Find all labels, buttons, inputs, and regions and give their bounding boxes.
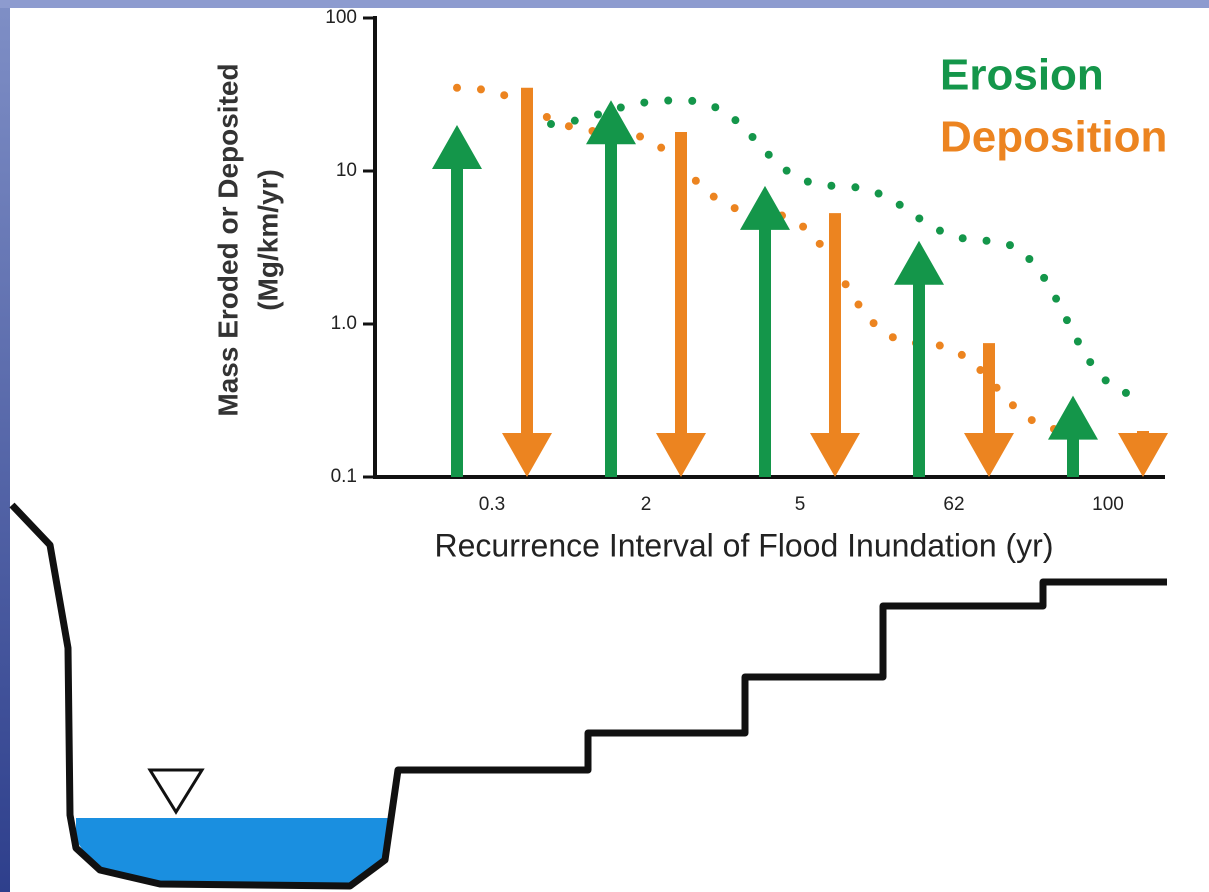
y-axis-units: (Mg/km/yr) [252, 169, 283, 311]
x-axis-label: Recurrence Interval of Flood Inundation … [435, 527, 1054, 563]
x-tick-label: 100 [1092, 494, 1124, 515]
x-tick-label: 62 [943, 494, 964, 515]
deposition-arrow [964, 343, 1014, 477]
x-tick-label: 5 [795, 494, 806, 515]
deposition-arrow [656, 131, 706, 478]
erosion-arrow [740, 185, 790, 478]
deposition-arrow [810, 213, 860, 477]
erosion-arrow [894, 240, 944, 477]
x-tick-label: 0.3 [479, 494, 505, 515]
water-level-symbol [147, 768, 205, 815]
deposition-arrow [1118, 430, 1168, 477]
legend-entry: Erosion [940, 51, 1104, 100]
deposition-arrow [502, 87, 552, 477]
erosion-arrow [432, 124, 482, 477]
erosion-arrow [1048, 395, 1098, 477]
x-tick-label: 2 [641, 494, 652, 515]
y-tick-label: 1.0 [331, 313, 357, 334]
water [76, 818, 392, 884]
legend-entry: Deposition [940, 113, 1167, 162]
terrace-profile [9, 502, 1167, 890]
y-axis-label: Mass Eroded or Deposited [212, 63, 243, 416]
erosion-arrow [586, 100, 636, 477]
slide-frame [0, 0, 1209, 8]
y-tick-label: 0.1 [331, 466, 357, 487]
y-tick-label: 10 [336, 160, 357, 181]
slide-frame [0, 0, 10, 892]
y-tick-label: 100 [325, 7, 357, 28]
